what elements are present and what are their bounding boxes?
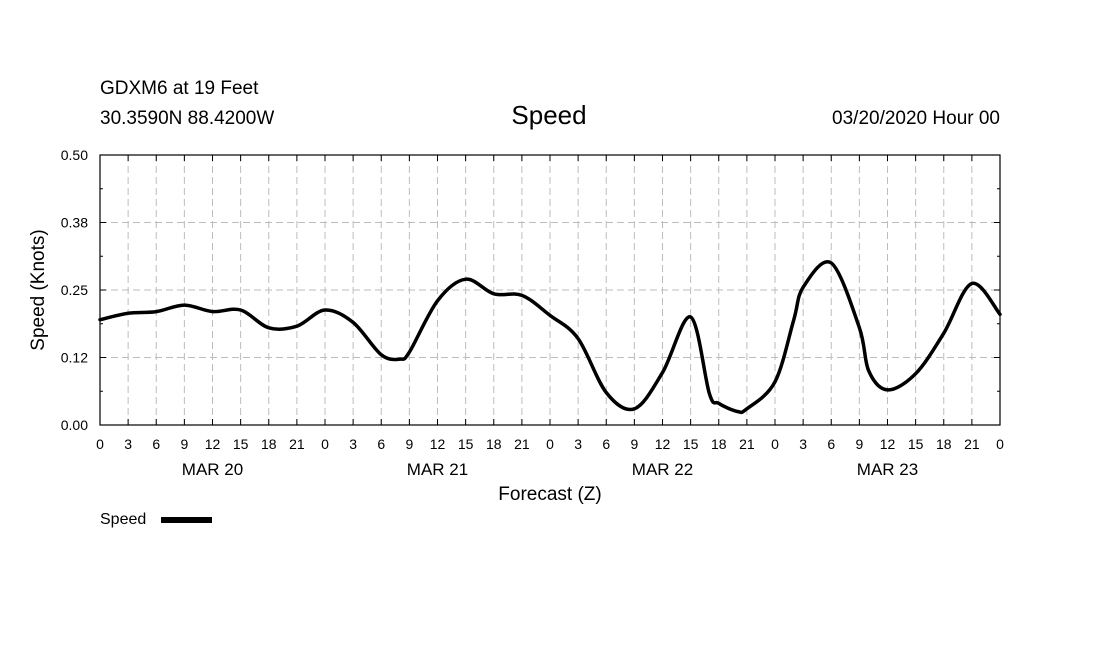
x-tick-label: 15 <box>908 436 924 452</box>
x-tick-label: 18 <box>261 436 277 452</box>
x-tick-label: 6 <box>377 436 385 452</box>
x-tick-label: 0 <box>996 436 1004 452</box>
y-tick-label: 0.50 <box>61 147 88 163</box>
x-tick-label: 6 <box>827 436 835 452</box>
x-tick-label: 9 <box>405 436 413 452</box>
x-tick-label: 21 <box>514 436 530 452</box>
x-tick-label: 6 <box>152 436 160 452</box>
coordinates-label: 30.3590N 88.4200W <box>100 108 274 129</box>
x-tick-label: 18 <box>486 436 502 452</box>
x-tick-label: 0 <box>771 436 779 452</box>
issued-timestamp: 03/20/2020 Hour 00 <box>832 108 1000 129</box>
date-labels: MAR 20 MAR 21 MAR 22 MAR 23 <box>182 460 918 479</box>
x-tick-label: 9 <box>630 436 638 452</box>
date-label: MAR 23 <box>857 460 918 479</box>
x-tick-label: 3 <box>574 436 582 452</box>
x-tick-label: 12 <box>430 436 446 452</box>
x-tick-label: 12 <box>880 436 896 452</box>
plot-frame <box>99 154 1001 426</box>
x-tick-label: 9 <box>180 436 188 452</box>
x-tick-label: 0 <box>96 436 104 452</box>
x-tick-label: 18 <box>711 436 727 452</box>
chart-title: Speed <box>511 100 586 130</box>
x-axis-label: Forecast (Z) <box>498 484 601 505</box>
y-tick-label: 0.12 <box>61 350 88 366</box>
y-tick-label: 0.25 <box>61 282 88 298</box>
x-tick-label: 0 <box>321 436 329 452</box>
x-tick-label: 12 <box>205 436 221 452</box>
x-tick-label: 3 <box>799 436 807 452</box>
x-tick-label: 6 <box>602 436 610 452</box>
date-label: MAR 21 <box>407 460 468 479</box>
y-tick-label: 0.00 <box>61 417 88 433</box>
x-tick-label: 9 <box>855 436 863 452</box>
grid-lines <box>100 155 1000 425</box>
date-label: MAR 22 <box>632 460 693 479</box>
x-axis-tick-labels: 0 3 6 9 12 15 18 21 0 3 6 9 12 15 18 21 0 3 6 9 12 15 18 21 0 3 6 9… <box>96 436 1004 452</box>
x-tick-label: 3 <box>124 436 132 452</box>
x-tick-label: 15 <box>233 436 249 452</box>
x-tick-label: 0 <box>546 436 554 452</box>
y-axis-tick-labels: 0.00 0.12 0.25 0.38 0.50 <box>61 147 88 433</box>
x-tick-label: 3 <box>349 436 357 452</box>
date-label: MAR 20 <box>182 460 243 479</box>
x-tick-label: 18 <box>936 436 952 452</box>
legend-label: Speed <box>100 511 146 528</box>
x-tick-label: 21 <box>964 436 980 452</box>
speed-series-line <box>98 260 1002 415</box>
x-tick-label: 15 <box>683 436 699 452</box>
station-label: GDXM6 at 19 Feet <box>100 78 259 99</box>
legend-swatch <box>161 517 212 523</box>
x-tick-label: 21 <box>289 436 305 452</box>
axis-ticks <box>99 154 1001 426</box>
x-tick-label: 15 <box>458 436 474 452</box>
y-tick-label: 0.38 <box>61 215 88 231</box>
x-tick-label: 21 <box>739 436 755 452</box>
x-tick-label: 12 <box>655 436 671 452</box>
y-axis-label: Speed (Knots) <box>28 229 49 350</box>
